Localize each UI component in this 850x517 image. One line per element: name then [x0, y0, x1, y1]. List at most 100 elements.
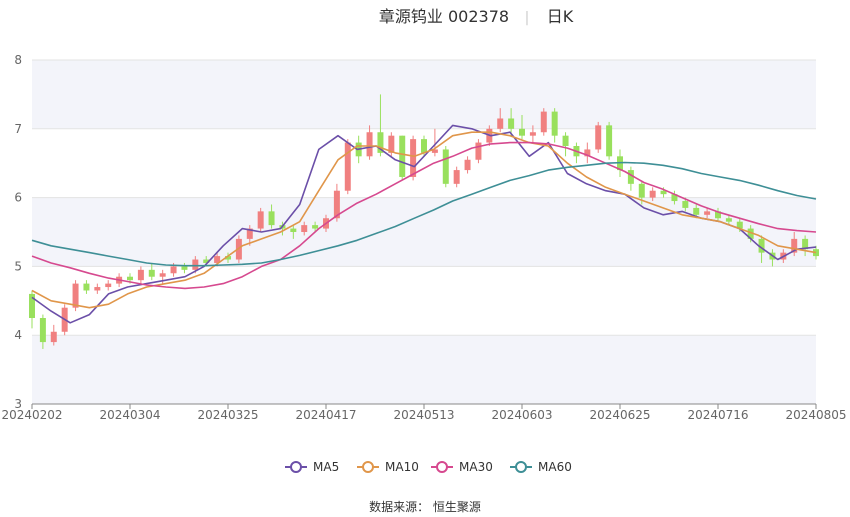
candle-body [606, 125, 613, 157]
candle-body [246, 228, 253, 239]
legend-label: MA10 [385, 460, 419, 474]
candle-body [813, 249, 819, 257]
y-tick-label: 4 [14, 328, 22, 342]
candle-body [551, 111, 558, 136]
candle-body [595, 125, 602, 150]
x-tick-label: 20240625 [589, 408, 650, 422]
candle-body [50, 331, 57, 343]
y-tick-label: 7 [14, 122, 22, 136]
ma5-line [31, 124, 817, 324]
legend-label: MA5 [313, 460, 339, 474]
candle-body [94, 287, 101, 291]
candle-body [584, 149, 591, 157]
x-tick-label: 20240716 [687, 408, 748, 422]
candle-body [725, 218, 732, 222]
candle-body [192, 259, 199, 270]
candle-body [268, 211, 275, 226]
candle-body [431, 149, 438, 153]
y-axis: 3 4 5 6 7 8 [14, 53, 22, 411]
ma10-line [31, 131, 817, 309]
plot-bands [32, 60, 816, 404]
candle-body [660, 190, 667, 195]
ma30-line [31, 141, 817, 290]
candle-body [366, 132, 373, 157]
legend-marker [290, 461, 302, 473]
data-source: 数据来源： 恒生聚源 [369, 499, 481, 514]
candle-body [399, 135, 406, 177]
candle-body [257, 211, 264, 229]
candle-body [181, 266, 188, 270]
candle-body [497, 118, 504, 129]
plot-band [32, 60, 816, 129]
chart-title-group: 章源钨业 002378 | 日K [379, 7, 574, 26]
candle-body [301, 225, 308, 232]
ma60-line [31, 161, 817, 267]
candle-body [519, 128, 525, 136]
candle-body [105, 283, 112, 288]
candle-body [682, 201, 689, 208]
candle-body [649, 190, 656, 198]
candle-body [508, 118, 515, 129]
candle-body [475, 142, 482, 160]
candle-body [638, 183, 645, 198]
candle-body [464, 159, 471, 171]
candle-body [715, 211, 721, 219]
y-tick-label: 6 [14, 191, 22, 205]
candle-body [671, 194, 678, 202]
moving-average-lines [31, 124, 817, 324]
candle-body [791, 238, 798, 253]
candle-body [802, 238, 809, 250]
plot-band [32, 335, 816, 404]
candle-body [344, 142, 351, 191]
candle-body [127, 276, 133, 281]
legend-label: MA30 [459, 460, 493, 474]
x-tick-label: 20240202 [1, 408, 62, 422]
candle-body [421, 139, 427, 153]
candle-body [203, 259, 210, 263]
candle-body [693, 207, 700, 215]
legend-marker [362, 461, 374, 473]
candle-body [736, 221, 743, 229]
candle-body [29, 293, 35, 318]
period-label: 日K [547, 7, 574, 26]
candle-body [453, 170, 460, 184]
candle-body [170, 266, 177, 274]
chart-title: 章源钨业 002378 [379, 7, 509, 26]
candle-body [72, 283, 79, 308]
candle-body [562, 135, 569, 146]
candle-body [540, 111, 547, 133]
x-tick-label: 20240417 [295, 408, 356, 422]
candle-body [290, 228, 297, 232]
candle-body [83, 283, 90, 291]
candle-body [388, 135, 395, 153]
y-tick-label: 8 [14, 53, 22, 67]
x-tick-label: 20240513 [393, 408, 454, 422]
candle-body [410, 139, 417, 177]
candle-body [137, 269, 144, 281]
legend-marker [515, 461, 527, 473]
candle-body [39, 318, 46, 343]
legend-label: MA60 [538, 460, 572, 474]
candle-body [159, 273, 166, 277]
x-tick-label: 20240603 [491, 408, 552, 422]
candle-body [333, 190, 340, 219]
x-tick-label: 20240805 [785, 408, 846, 422]
candle-body [214, 256, 221, 263]
candle-body [529, 132, 536, 136]
candle-body [758, 238, 765, 253]
x-axis: 20240202 20240304 20240325 20240417 20240513… [1, 403, 847, 422]
candle-body [747, 228, 754, 239]
candle-body [312, 225, 319, 229]
legend-marker [436, 461, 448, 473]
title-separator: | [525, 10, 530, 26]
y-tick-label: 3 [14, 397, 22, 411]
legend: MA5 MA10 MA30 MA60 [285, 460, 572, 474]
x-tick-label: 20240325 [197, 408, 258, 422]
candle-body [225, 256, 231, 260]
candle-body [627, 170, 634, 184]
candle-body [704, 211, 711, 215]
x-tick-label: 20240304 [99, 408, 160, 422]
candle-body [442, 149, 449, 184]
candle-body [377, 132, 384, 153]
